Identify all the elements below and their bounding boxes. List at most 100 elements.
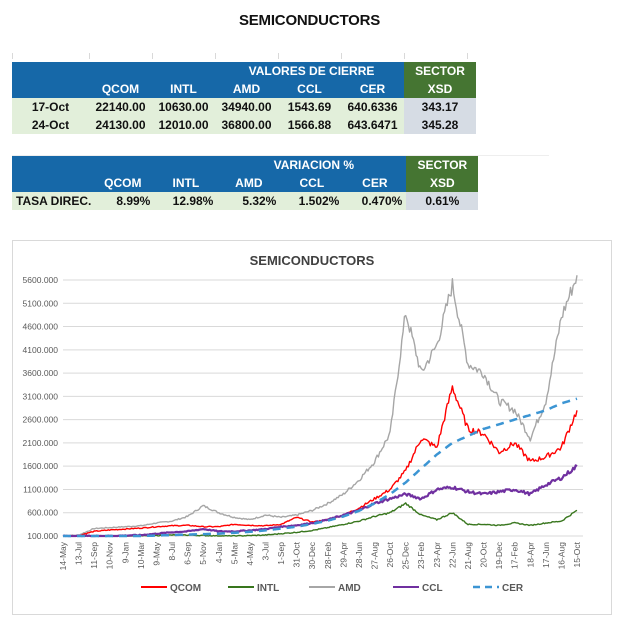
cell: 643.6471 <box>341 116 404 134</box>
gridlines <box>63 279 583 537</box>
y-tick-label: 5100.000 <box>23 298 59 308</box>
cell: 1543.69 <box>278 98 341 116</box>
closing-values-table: VALORES DE CIERRE SECTOR QCOM INTL AMD C… <box>12 62 476 134</box>
y-axis-ticks: 100.000 600.000 1100.000 1600.000 2100.000 26… <box>23 275 59 541</box>
page-title: SEMICONDUCTORS <box>238 12 381 29</box>
column-header: CER <box>341 80 404 98</box>
grid-tick <box>341 53 342 59</box>
y-tick-label: 4600.000 <box>23 322 59 332</box>
y-tick-label: 3100.000 <box>23 391 59 401</box>
column-header: QCOM <box>89 80 152 98</box>
x-tick-label: 5-Mar <box>229 542 239 564</box>
cell: 12.98% <box>154 192 218 210</box>
x-tick-label: 17-Jun <box>541 542 551 568</box>
group-header: VALORES DE CIERRE <box>89 62 404 80</box>
header-blank <box>12 62 89 80</box>
legend: QCOM INTL AMD CCL CER <box>141 583 524 594</box>
row-label: 17-Oct <box>12 98 89 116</box>
sector-ticker: XSD <box>404 80 476 98</box>
x-tick-label: 16-Aug <box>556 542 566 570</box>
cell: 10630.00 <box>152 98 215 116</box>
column-header: CCL <box>280 174 344 192</box>
x-tick-label: 8-Jul <box>167 542 177 561</box>
x-tick-label: 25-Dec <box>401 541 411 569</box>
x-tick-label: 20-Oct <box>479 541 489 567</box>
x-tick-label: 9-Jan <box>120 542 130 564</box>
legend-label-amd: AMD <box>338 583 361 594</box>
series-line-intl <box>62 502 578 537</box>
x-tick-label: 21-Aug <box>463 542 473 570</box>
y-tick-label: 2600.000 <box>23 415 59 425</box>
x-tick-label: 23-Feb <box>416 542 426 569</box>
x-tick-label: 1-Sep <box>276 542 286 565</box>
blank-row <box>12 137 549 156</box>
header-blank <box>12 80 89 98</box>
cell: 1.502% <box>280 192 344 210</box>
x-tick-label: 9-May <box>151 541 161 565</box>
x-tick-label: 30-Dec <box>307 541 317 569</box>
table-row: 17-Oct 22140.00 10630.00 34940.00 1543.6… <box>12 98 476 116</box>
cell: 640.6336 <box>341 98 404 116</box>
grid-tick <box>152 53 153 59</box>
column-header: INTL <box>152 80 215 98</box>
x-tick-label: 19-Dec <box>494 541 504 569</box>
cell: 24130.00 <box>89 116 152 134</box>
cell: 0.470% <box>343 192 407 210</box>
x-tick-label: 29-Apr <box>338 542 348 568</box>
grid-tick <box>215 53 216 59</box>
cell: 5.32% <box>217 192 281 210</box>
grid-tick <box>89 53 90 59</box>
grid-tick <box>12 53 13 59</box>
cell: 22140.00 <box>89 98 152 116</box>
series-lines <box>62 275 578 538</box>
legend-label-cer: CER <box>502 583 524 594</box>
column-header: AMD <box>217 174 281 192</box>
sector-header: SECTOR <box>404 62 476 80</box>
x-tick-label: 27-Aug <box>370 542 380 570</box>
y-tick-label: 1100.000 <box>23 484 58 494</box>
series-line-qcom <box>62 385 578 537</box>
sector-ticker: XSD <box>406 174 479 192</box>
x-tick-label: 6-Sep <box>183 542 193 565</box>
table-row: TASA DIREC. 8.99% 12.98% 5.32% 1.502% 0.… <box>12 192 479 210</box>
row-label: 24-Oct <box>12 116 89 134</box>
x-tick-label: 17-Feb <box>510 542 520 569</box>
grid-tick <box>467 53 468 59</box>
x-tick-label: 10-Nov <box>105 541 115 569</box>
x-tick-label: 3-Jul <box>260 542 270 561</box>
x-tick-label: 26-Oct <box>385 541 395 567</box>
x-tick-label: 5-Nov <box>198 541 208 564</box>
cell: 8.99% <box>91 192 155 210</box>
column-header: INTL <box>154 174 218 192</box>
legend-label-ccl: CCL <box>422 583 443 594</box>
x-tick-label: 14-May <box>58 541 68 570</box>
series-line-amd <box>62 275 578 537</box>
x-axis-ticks: 14-May 13-Jul 11-Sep 10-Nov 9-Jan 10-Mar 9-May… <box>58 541 582 570</box>
header-blank <box>12 156 92 174</box>
legend-label-qcom: QCOM <box>170 583 201 594</box>
column-header: AMD <box>215 80 278 98</box>
column-header: CCL <box>278 80 341 98</box>
x-tick-label: 11-Sep <box>89 542 99 569</box>
x-tick-label: 10-Mar <box>136 542 146 569</box>
sector-cell: 0.61% <box>406 192 479 210</box>
x-tick-label: 28-Jun <box>354 542 364 568</box>
x-tick-label: 15-Oct <box>572 541 582 567</box>
y-tick-label: 3600.000 <box>23 368 59 378</box>
header-blank <box>12 174 92 192</box>
x-tick-label: 18-Apr <box>525 542 535 568</box>
x-tick-label: 31-Oct <box>292 541 302 567</box>
group-header: VARIACION % <box>91 156 407 174</box>
y-tick-label: 2100.000 <box>23 438 59 448</box>
column-header: QCOM <box>91 174 155 192</box>
cell: 34940.00 <box>215 98 278 116</box>
series-line-cer <box>63 397 578 538</box>
legend-label-intl: INTL <box>257 583 279 594</box>
x-tick-label: 23-Apr <box>432 542 442 568</box>
line-chart: SEMICONDUCTORS 100.000 600.000 1100.000 160… <box>23 253 583 594</box>
x-tick-label: 4-May <box>245 541 255 565</box>
x-tick-label: 4-Jan <box>214 542 224 564</box>
y-tick-label: 100.000 <box>27 531 58 541</box>
sector-header: SECTOR <box>406 156 479 174</box>
y-tick-label: 4100.000 <box>23 345 59 355</box>
